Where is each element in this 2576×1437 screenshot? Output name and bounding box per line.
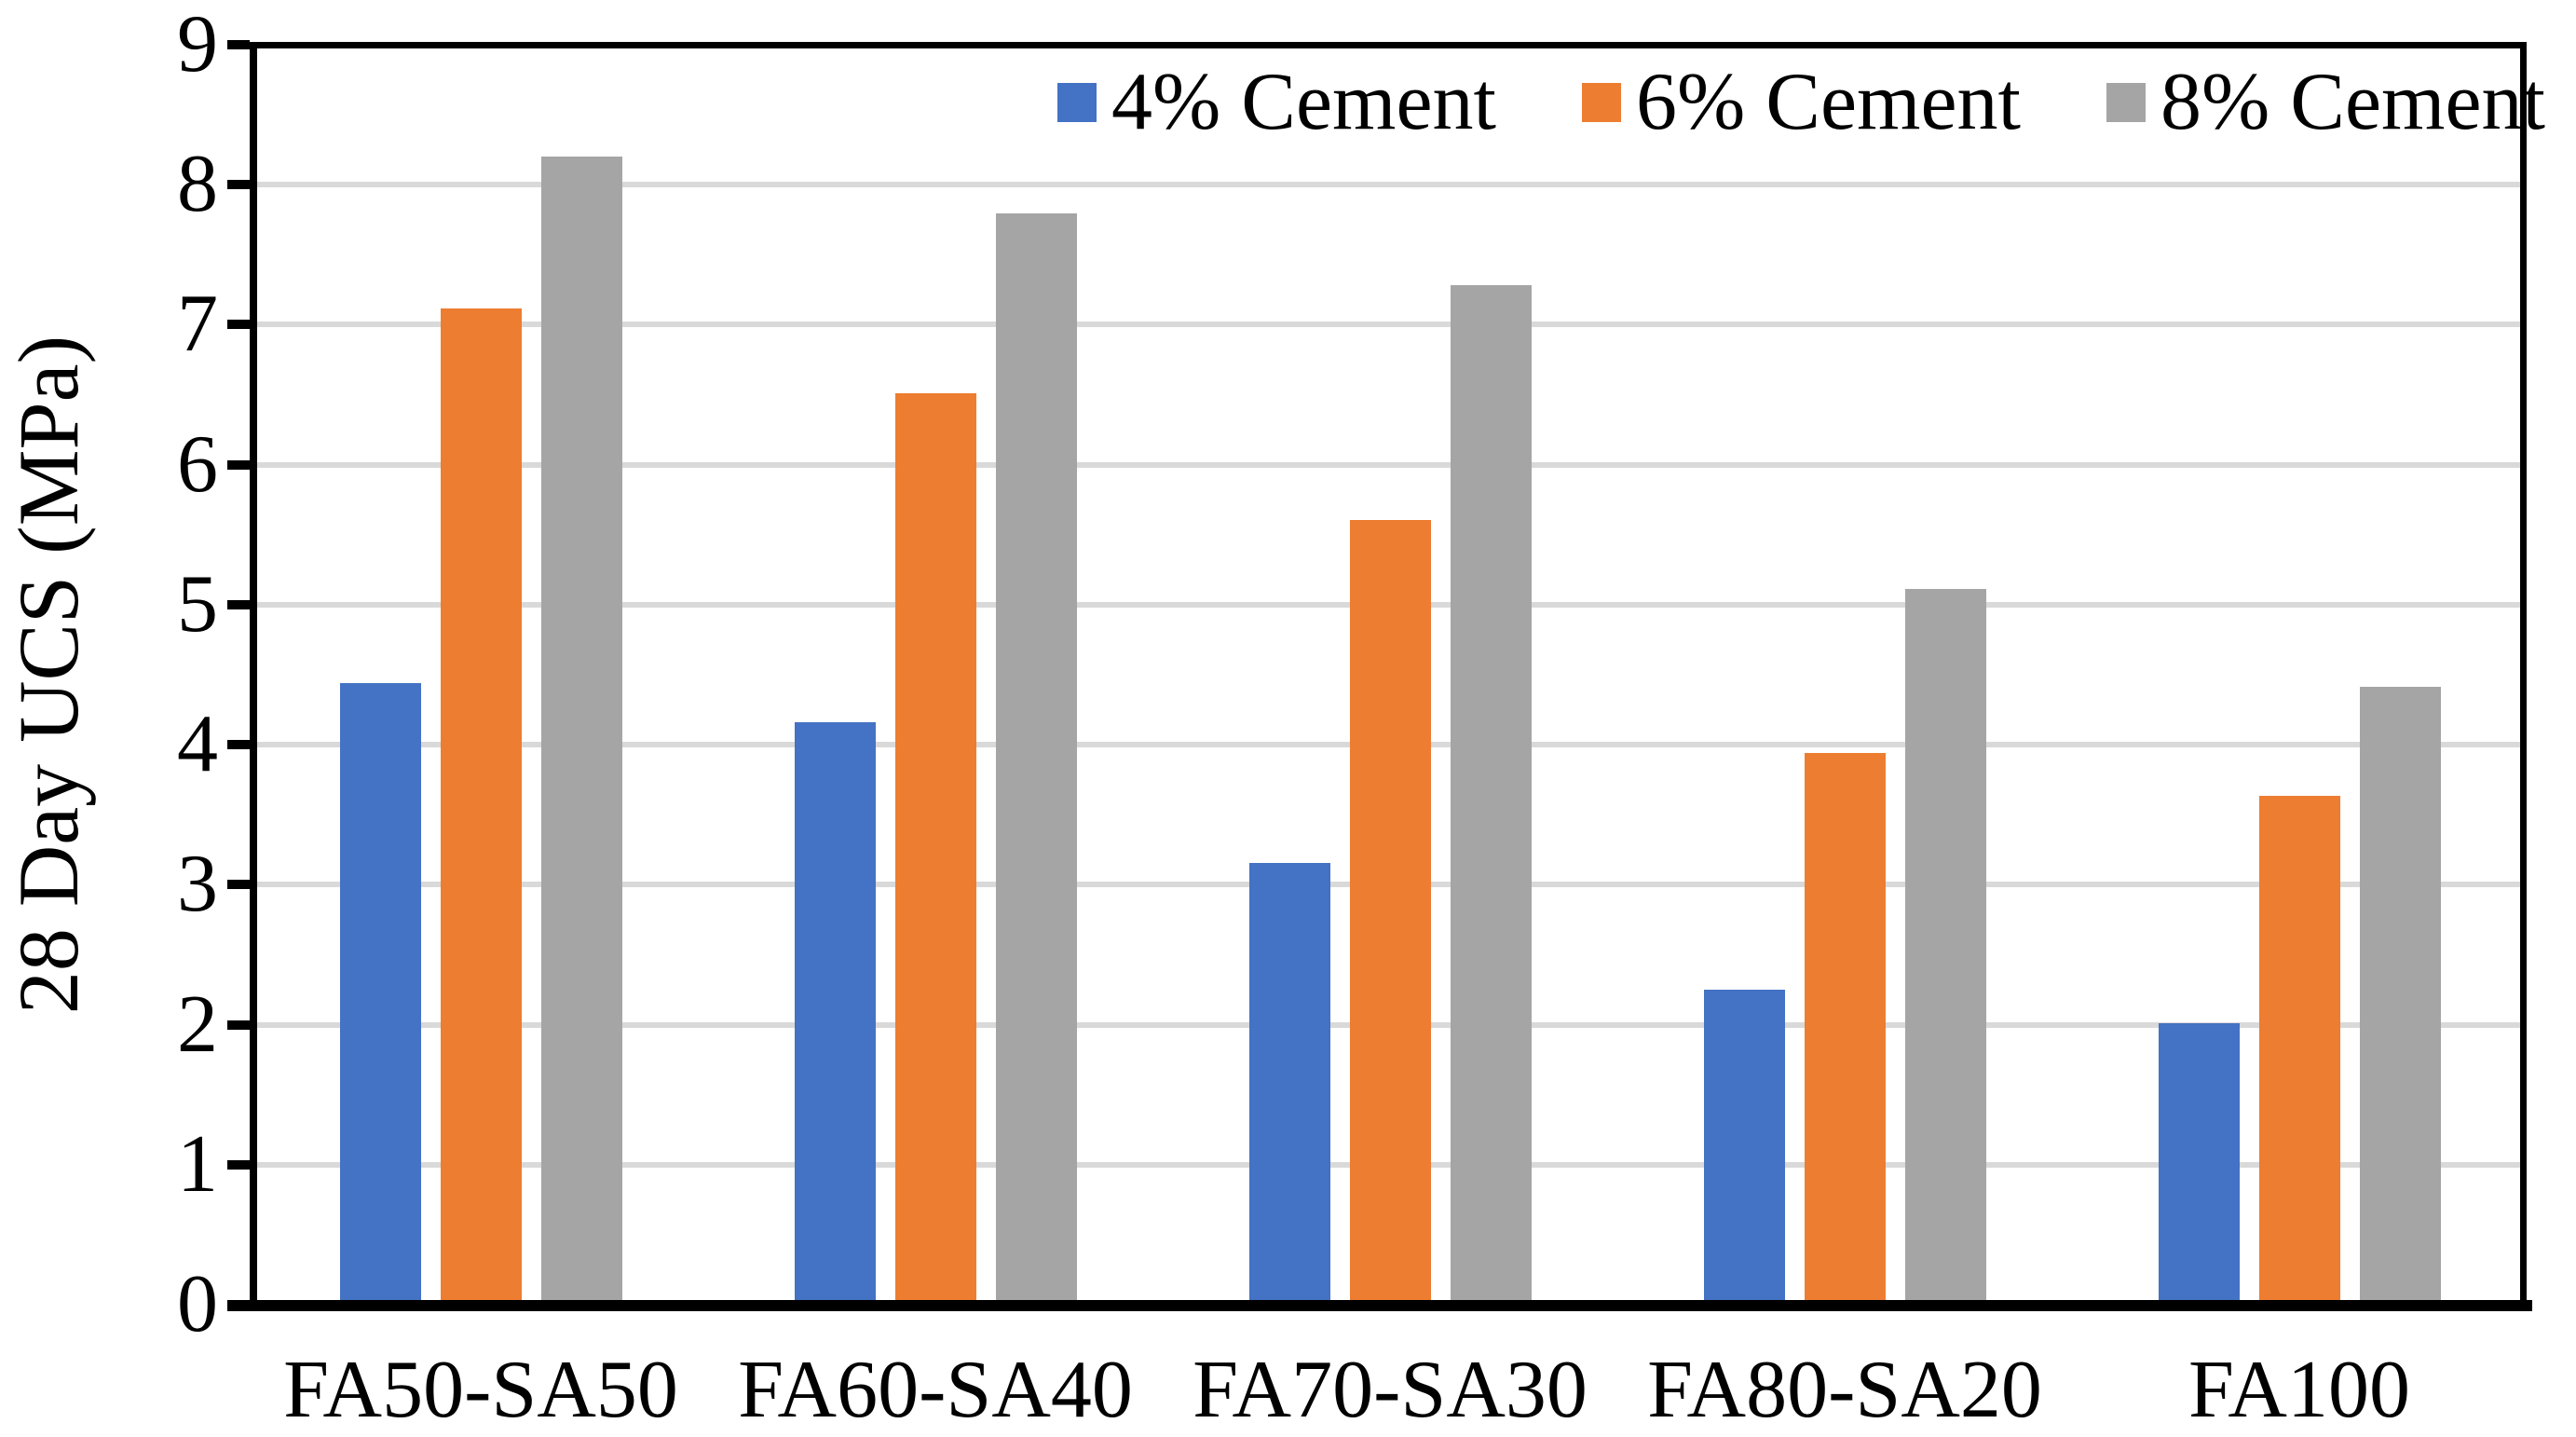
y-tick-8 — [227, 180, 250, 190]
y-tick-label-9: 9 — [177, 0, 218, 89]
x-axis-line — [227, 1300, 2532, 1311]
bar-fa80-sa20-4pct — [1703, 989, 1785, 1306]
y-tick-7 — [227, 320, 250, 330]
legend-label: 6% Cement — [1635, 57, 2021, 147]
gridline-7 — [257, 322, 2527, 328]
y-axis-line — [250, 42, 257, 1306]
y-tick-1 — [227, 1159, 250, 1170]
legend-swatch-icon — [2106, 83, 2146, 122]
legend-label: 4% Cement — [1111, 57, 1496, 147]
plot-right-border — [2520, 42, 2527, 1306]
bar-fa100-6pct — [2258, 796, 2340, 1306]
bar-fa100-8pct — [2359, 687, 2441, 1306]
y-tick-2 — [227, 1020, 250, 1030]
plot-top-border — [250, 42, 2527, 48]
legend-item-6pct: 6% Cement — [1581, 57, 2021, 147]
y-tick-label-8: 8 — [177, 139, 218, 230]
bar-fa70-sa30-6pct — [1349, 520, 1431, 1306]
legend-item-4pct: 4% Cement — [1056, 57, 1496, 147]
bar-fa80-sa20-8pct — [1904, 588, 1986, 1306]
y-tick-label-7: 7 — [177, 279, 218, 370]
bar-fa60-sa40-4pct — [794, 721, 876, 1306]
x-category-label-fa70-sa30: FA70-SA30 — [1193, 1345, 1588, 1435]
bar-fa70-sa30-4pct — [1248, 863, 1330, 1306]
bar-fa70-sa30-8pct — [1450, 284, 1532, 1306]
y-tick-label-2: 2 — [177, 979, 218, 1070]
y-tick-3 — [227, 880, 250, 890]
bar-fa50-sa50-6pct — [440, 308, 522, 1306]
bar-fa50-sa50-8pct — [540, 156, 622, 1306]
y-tick-9 — [227, 40, 250, 49]
plot-area — [253, 45, 2527, 1306]
x-category-label-fa60-sa40: FA60-SA40 — [738, 1345, 1133, 1435]
chart-legend: 4% Cement 6% Cement 8% Cement — [1056, 57, 2545, 147]
x-category-label-fa50-sa50: FA50-SA50 — [283, 1345, 678, 1435]
x-category-label-fa100: FA100 — [2188, 1345, 2410, 1435]
y-tick-label-3: 3 — [177, 839, 218, 930]
bar-fa80-sa20-6pct — [1804, 752, 1886, 1306]
y-tick-5 — [227, 599, 250, 609]
y-tick-label-0: 0 — [177, 1259, 218, 1349]
legend-label: 8% Cement — [2160, 57, 2545, 147]
x-category-label-fa80-sa20: FA80-SA20 — [1647, 1345, 2042, 1435]
y-tick-label-1: 1 — [177, 1118, 218, 1210]
bar-fa50-sa50-4pct — [339, 682, 421, 1306]
y-tick-label-4: 4 — [177, 699, 218, 790]
gridline-8 — [257, 182, 2527, 188]
y-tick-4 — [227, 740, 250, 750]
gridline-6 — [257, 461, 2527, 468]
bar-fa60-sa40-6pct — [894, 392, 976, 1306]
bar-fa100-4pct — [2158, 1022, 2240, 1306]
y-tick-label-5: 5 — [177, 558, 218, 650]
legend-swatch-icon — [1581, 83, 1621, 122]
y-tick-6 — [227, 459, 250, 470]
y-tick-label-6: 6 — [177, 418, 218, 510]
bar-fa60-sa40-8pct — [995, 213, 1077, 1306]
legend-item-8pct: 8% Cement — [2106, 58, 2545, 147]
legend-swatch-icon — [1056, 83, 1097, 122]
